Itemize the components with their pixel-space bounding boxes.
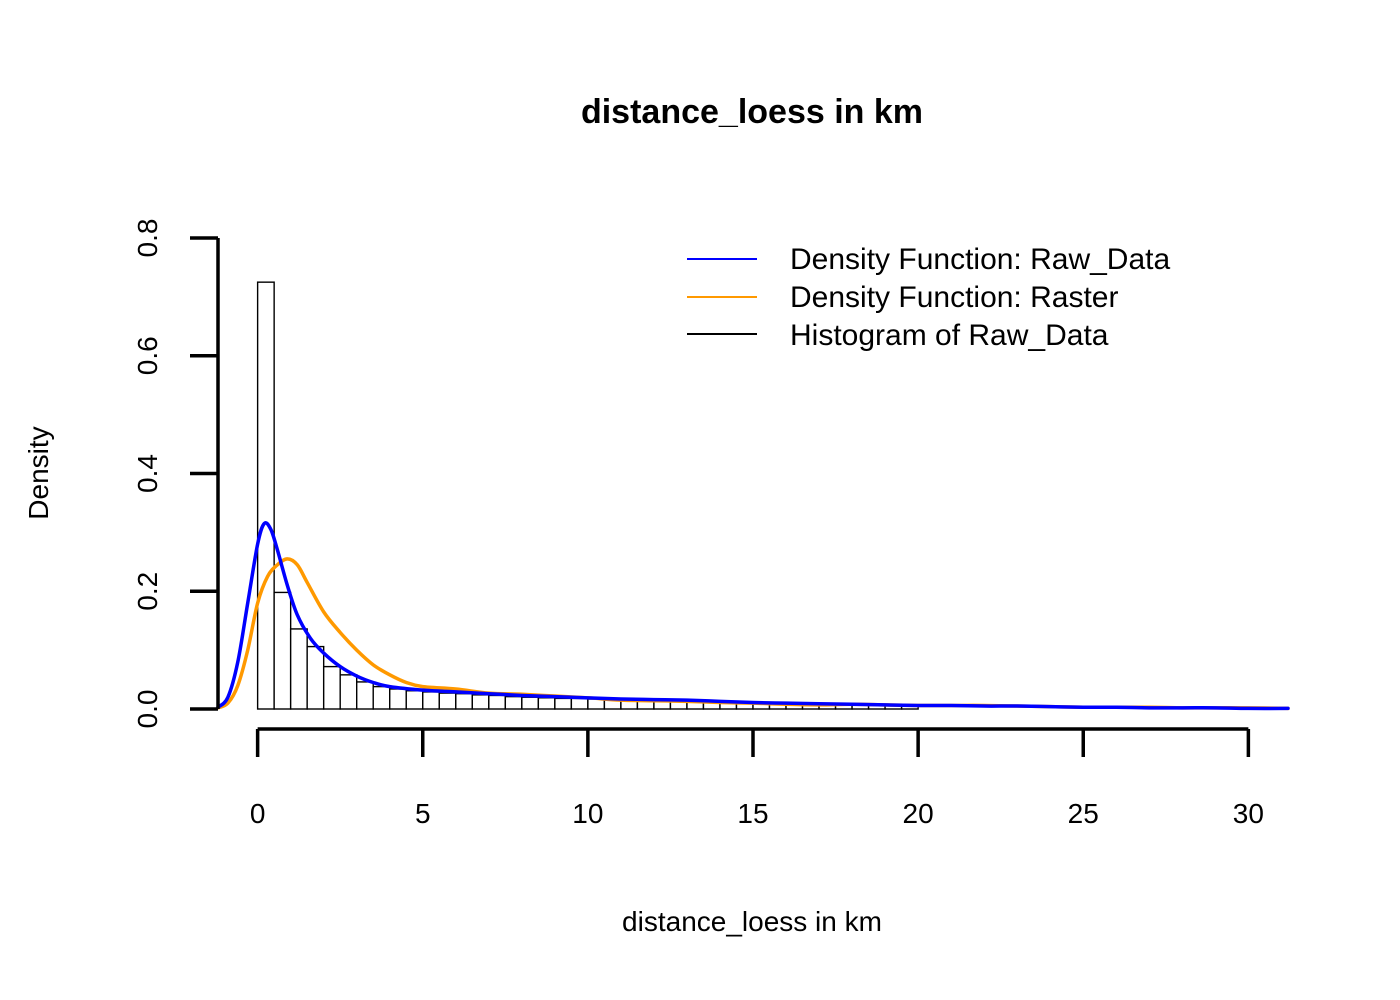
histogram-bar — [554, 697, 573, 710]
x-axis-label: distance_loess in km — [622, 906, 882, 937]
histogram-bar — [356, 681, 374, 710]
x-tick-label: 15 — [737, 798, 768, 829]
histogram-bar — [455, 692, 473, 710]
x-tick-label: 30 — [1233, 798, 1264, 829]
histogram-bar — [389, 688, 407, 710]
x-tick-label: 25 — [1068, 798, 1099, 829]
histogram-bar — [339, 674, 358, 710]
y-axis-label: Density — [23, 426, 54, 519]
y-axis: 0.0 0.2 0.4 0.6 0.8 — [132, 219, 220, 729]
histogram-bar — [256, 281, 275, 710]
y-tick-label: 0.4 — [132, 454, 163, 493]
histogram-bar — [537, 697, 556, 710]
histogram-bar — [471, 694, 490, 710]
histogram-bar — [422, 691, 440, 710]
density-line-raw-data — [216, 521, 1290, 711]
chart-title: distance_loess in km — [581, 93, 923, 131]
legend-label-histogram: Histogram of Raw_Data — [790, 319, 1109, 352]
x-tick-label: 20 — [903, 798, 934, 829]
histogram-bar — [289, 628, 308, 710]
y-tick-label: 0.8 — [132, 219, 163, 258]
histogram-bar — [438, 692, 457, 710]
histogram-bar — [570, 697, 589, 710]
density-lines — [216, 521, 1290, 711]
y-tick-label: 0.6 — [132, 336, 163, 375]
x-axis: 0 5 10 15 20 25 30 — [250, 727, 1264, 829]
histogram-bar — [521, 696, 540, 710]
legend-label-raw-density: Density Function: Raw_Data — [790, 243, 1170, 276]
histogram-bar — [372, 685, 391, 710]
histogram-bar — [306, 645, 325, 710]
x-tick-label: 10 — [572, 798, 603, 829]
histogram-bar — [504, 695, 523, 710]
x-tick-label: 5 — [415, 798, 431, 829]
histogram-bar — [488, 694, 507, 710]
histogram-bar — [322, 665, 341, 710]
histogram-bar — [405, 690, 424, 710]
y-tick-label: 0.2 — [132, 572, 163, 611]
histogram-bar — [273, 591, 292, 710]
legend: Density Function: Raw_Data Density Funct… — [687, 243, 1170, 352]
histogram-bars — [256, 281, 919, 710]
y-tick-label: 0.0 — [132, 690, 163, 729]
legend-label-raster-density: Density Function: Raster — [790, 281, 1118, 314]
x-tick-label: 0 — [250, 798, 266, 829]
